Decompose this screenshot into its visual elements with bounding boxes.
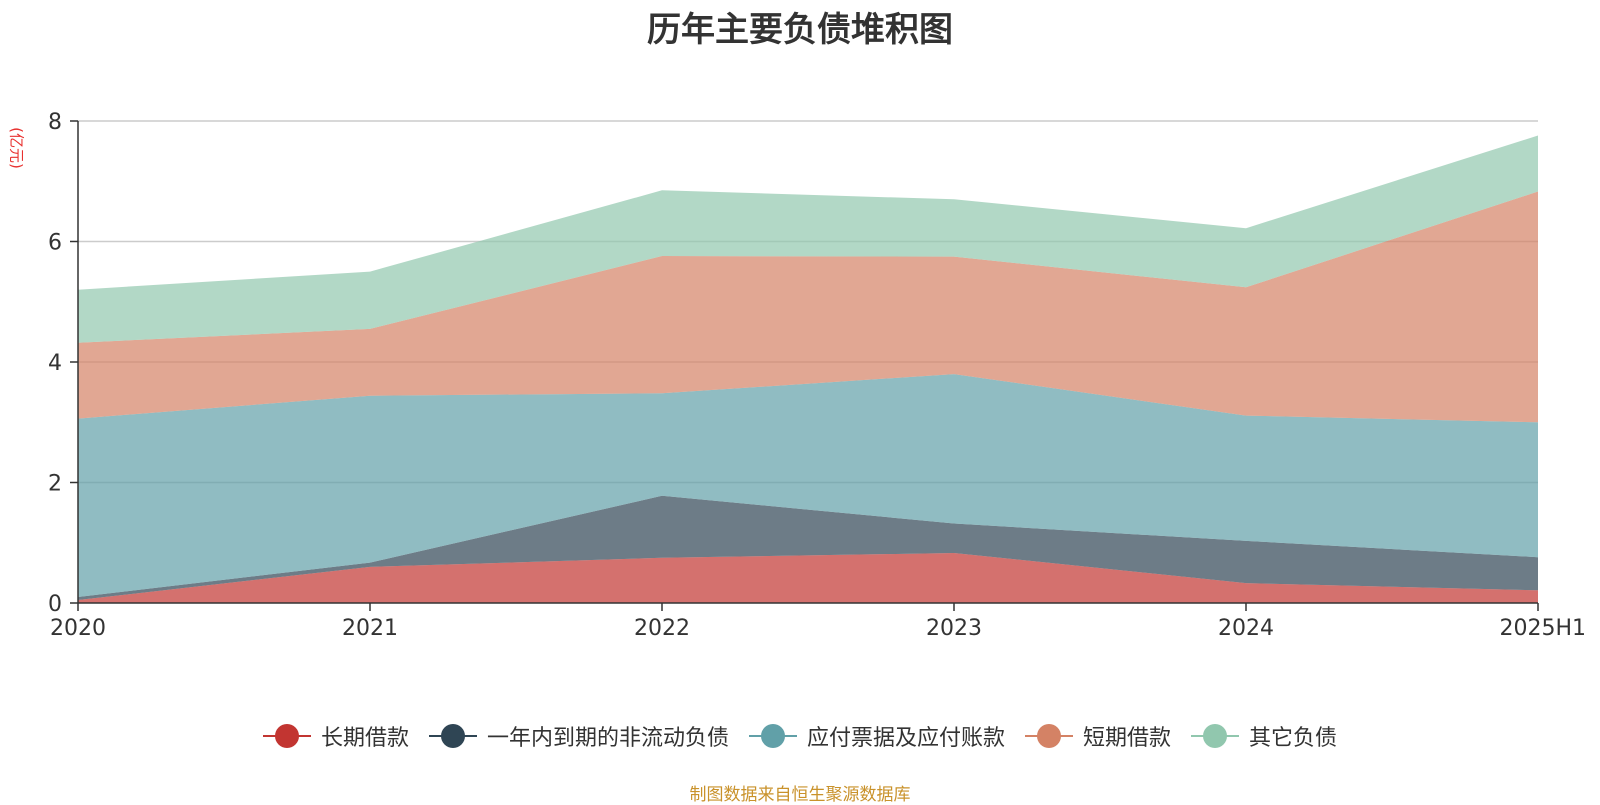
area-series-3	[78, 191, 1538, 423]
stacked-area-chart: 0 2 4 6 8 2020 2021 2022 2023 2024 2025H1	[48, 110, 1586, 641]
x-tick-label: 2024	[1218, 616, 1274, 641]
legend-swatch-dot	[440, 724, 465, 748]
area-series-2	[78, 374, 1538, 597]
legend-item-0[interactable]: 长期借款	[262, 720, 409, 752]
legend-swatch-icon	[428, 724, 477, 748]
legend-swatch-icon	[748, 724, 797, 748]
legend: 长期借款 一年内到期的非流动负债 应付票据及应付账款 短期借款 其它负债	[0, 720, 1600, 752]
tick-labels: 0 2 4 6 8 2020 2021 2022 2023 2024 2025H1	[48, 110, 1586, 641]
area-series-4	[78, 135, 1538, 343]
x-tick-label: 2022	[634, 616, 690, 641]
legend-swatch-dot	[1037, 724, 1061, 748]
x-tick-label: 2023	[926, 616, 982, 641]
legend-swatch-icon	[1025, 724, 1073, 748]
legend-swatch-dot	[274, 724, 299, 748]
area-series-0	[78, 553, 1538, 603]
area-series-1	[78, 495, 1538, 600]
legend-label: 一年内到期的非流动负债	[486, 726, 729, 751]
legend-item-1[interactable]: 一年内到期的非流动负债	[428, 720, 729, 752]
x-tick-label: 2025H1	[1499, 616, 1586, 641]
legend-label: 短期借款	[1083, 726, 1172, 751]
legend-item-4[interactable]: 其它负债	[1191, 720, 1337, 752]
y-tick-label: 2	[48, 472, 62, 497]
legend-swatch-icon	[262, 724, 311, 748]
legend-label: 长期借款	[320, 726, 409, 751]
axes	[70, 120, 1539, 611]
legend-swatch-icon	[1191, 724, 1240, 748]
legend-swatch-dot	[1203, 724, 1228, 748]
x-tick-label: 2021	[342, 616, 398, 641]
y-tick-label: 4	[48, 351, 62, 376]
legend-swatch-dot	[760, 724, 785, 748]
y-tick-label: 8	[48, 110, 62, 135]
x-tick-label: 2020	[50, 616, 106, 641]
source-note: 制图数据来自恒生聚源数据库	[689, 785, 911, 805]
legend-item-2[interactable]: 应付票据及应付账款	[748, 720, 1005, 752]
area-series-layer	[78, 135, 1538, 603]
legend-item-3[interactable]: 短期借款	[1025, 720, 1171, 752]
legend-label: 应付票据及应付账款	[806, 726, 1005, 751]
y-tick-label: 0	[48, 592, 62, 617]
chart-title: 历年主要负债堆积图	[647, 10, 953, 50]
y-tick-label: 6	[48, 231, 62, 256]
legend-label: 其它负债	[1249, 726, 1338, 751]
